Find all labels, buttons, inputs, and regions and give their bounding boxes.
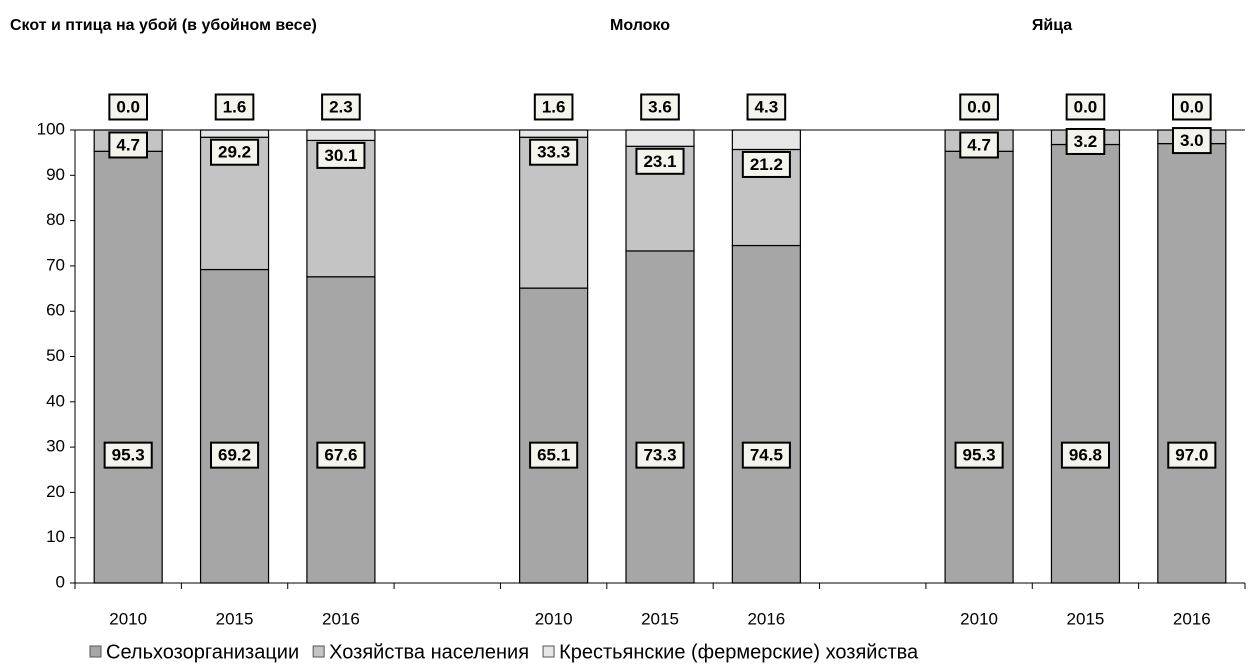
data-label: 30.1 — [324, 146, 357, 165]
data-label: 74.5 — [750, 446, 783, 465]
data-label: 65.1 — [537, 446, 570, 465]
data-label: 1.6 — [223, 97, 247, 116]
group-title: Яйца — [1032, 17, 1072, 34]
legend-label: Крестьянские (фермерские) хозяйства — [559, 641, 919, 663]
y-tick-label: 40 — [46, 391, 65, 410]
data-label-box — [108, 131, 149, 159]
data-label: 95.3 — [963, 446, 996, 465]
legend-swatch — [89, 645, 102, 658]
bar-segment — [306, 129, 376, 142]
data-label: 21.2 — [750, 155, 783, 174]
data-label-box — [741, 441, 791, 469]
data-label: 97.0 — [1175, 446, 1208, 465]
data-label-box — [746, 93, 787, 121]
data-label: 1.6 — [542, 97, 566, 116]
data-label: 95.3 — [112, 446, 145, 465]
y-tick-label: 50 — [46, 346, 65, 365]
y-tick-label: 10 — [46, 527, 65, 546]
data-label: 3.0 — [1180, 131, 1204, 150]
data-label-box — [529, 441, 579, 469]
data-label-box — [529, 138, 579, 166]
bar-segment — [731, 244, 801, 584]
bar-segment — [306, 276, 376, 584]
data-label: 2.3 — [329, 97, 353, 116]
x-tick-label: 2016 — [747, 609, 785, 628]
data-label-box — [321, 93, 361, 121]
bar-segment — [944, 150, 1014, 584]
data-label-box — [1065, 93, 1106, 121]
y-tick-label: 80 — [46, 210, 65, 229]
bar-segment — [199, 268, 270, 584]
x-tick-label: 2016 — [1173, 609, 1211, 628]
data-label-box — [1167, 441, 1217, 469]
data-label-box — [635, 441, 685, 469]
legend-swatch — [312, 645, 325, 658]
data-label-box — [209, 441, 260, 469]
data-label: 67.6 — [324, 446, 357, 465]
data-label: 4.7 — [967, 135, 991, 154]
data-label-box — [959, 93, 999, 121]
x-tick-label: 2010 — [109, 609, 147, 628]
data-label: 23.1 — [643, 152, 676, 171]
data-label-box — [741, 150, 791, 178]
bar-segment — [199, 129, 270, 138]
group-title: Молоко — [610, 17, 670, 34]
x-tick-label: 2016 — [322, 609, 360, 628]
data-label-box — [1060, 441, 1111, 469]
data-label-box — [954, 441, 1004, 469]
data-label: 4.3 — [755, 97, 779, 116]
y-tick-label: 100 — [37, 119, 65, 138]
data-label: 0.0 — [1074, 97, 1098, 116]
bar-segment — [519, 287, 589, 584]
data-label: 4.7 — [116, 135, 140, 154]
data-label-box — [1171, 93, 1212, 121]
data-label-box — [1065, 127, 1106, 155]
y-tick-label: 20 — [46, 482, 65, 501]
x-tick-label: 2015 — [216, 609, 254, 628]
bar-segment — [93, 150, 163, 584]
bar-segment — [1157, 142, 1227, 584]
bar-segment — [1050, 143, 1121, 584]
data-label: 73.3 — [643, 446, 676, 465]
legend-label: Хозяйства населения — [329, 641, 529, 663]
x-tick-label: 2015 — [641, 609, 679, 628]
bar-segment — [625, 129, 695, 147]
data-label: 0.0 — [967, 97, 991, 116]
data-label: 69.2 — [218, 446, 251, 465]
data-label: 0.0 — [116, 97, 140, 116]
data-label: 3.6 — [648, 97, 672, 116]
data-label-box — [533, 93, 574, 121]
data-label-box — [640, 93, 680, 121]
data-label: 96.8 — [1069, 446, 1102, 465]
y-tick-label: 90 — [46, 165, 65, 184]
y-tick-label: 70 — [46, 255, 65, 274]
legend-label: Сельхозорганизации — [106, 641, 299, 663]
data-label-box — [108, 93, 149, 121]
data-label-box — [959, 131, 999, 159]
data-label-box — [635, 147, 685, 175]
data-label: 33.3 — [537, 143, 570, 162]
data-label-box — [214, 93, 255, 121]
bar-segment — [519, 129, 589, 138]
data-label-box — [209, 138, 260, 166]
bar-segment — [625, 250, 695, 584]
y-tick-label: 0 — [56, 572, 65, 591]
data-label-box — [1171, 127, 1212, 155]
x-tick-label: 2015 — [1067, 609, 1105, 628]
data-label-box — [103, 441, 153, 469]
data-label: 0.0 — [1180, 97, 1204, 116]
x-tick-label: 2010 — [960, 609, 998, 628]
bar-segment — [731, 129, 801, 151]
data-label: 3.2 — [1074, 132, 1098, 151]
x-tick-label: 2010 — [535, 609, 573, 628]
legend-swatch — [542, 645, 555, 658]
group-title: Скот и птица на убой (в убойном весе) — [10, 17, 317, 34]
y-tick-label: 30 — [46, 437, 65, 456]
data-label: 29.2 — [218, 143, 251, 162]
y-tick-label: 60 — [46, 301, 65, 320]
data-label-box — [316, 441, 366, 469]
data-label-box — [316, 141, 366, 169]
